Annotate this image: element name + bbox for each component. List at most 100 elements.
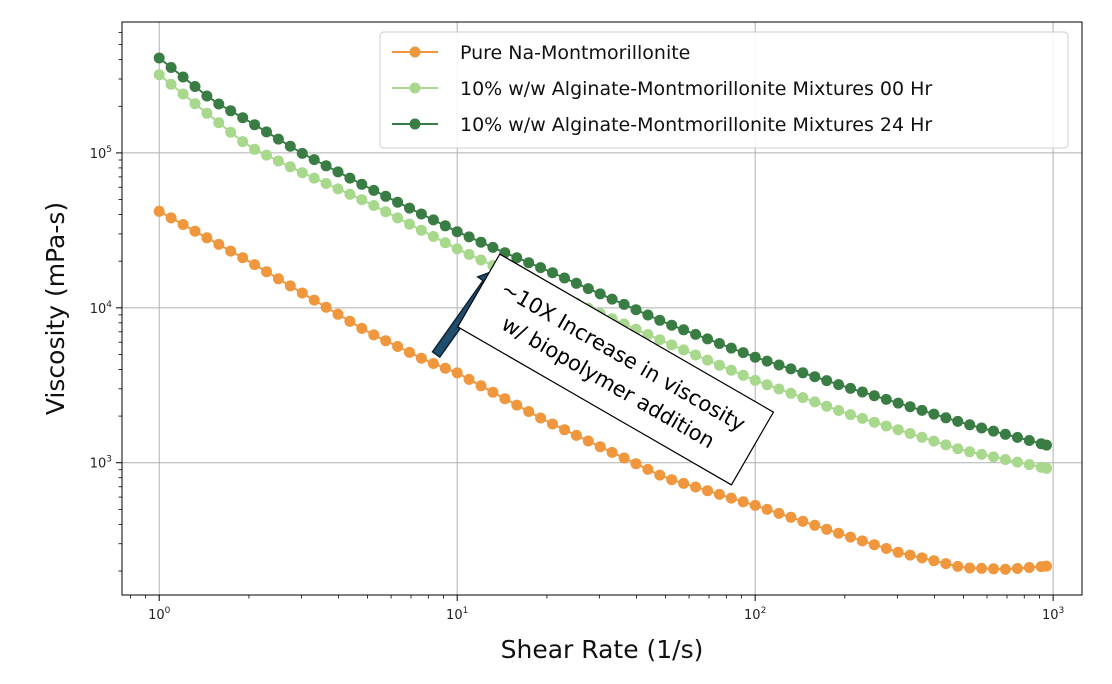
data-point <box>165 78 177 90</box>
data-point <box>761 379 773 391</box>
plot-area <box>121 21 1083 596</box>
data-point <box>487 241 499 253</box>
data-point <box>296 287 308 299</box>
data-point <box>809 396 821 408</box>
data-point <box>272 273 284 285</box>
data-point <box>868 416 880 428</box>
data-point <box>427 214 439 226</box>
data-point <box>702 354 713 366</box>
data-point <box>237 136 249 148</box>
data-point <box>177 219 189 230</box>
data-point <box>690 481 702 493</box>
data-point <box>773 383 785 395</box>
data-point <box>332 183 344 195</box>
legend-item: 10% w/w Alginate-Montmorillonite Mixture… <box>392 114 932 136</box>
data-point <box>344 315 356 327</box>
data-point <box>201 232 213 244</box>
data-point <box>856 412 868 424</box>
data-point <box>725 342 737 354</box>
data-point <box>713 359 725 371</box>
data-point <box>666 319 678 331</box>
data-point <box>797 392 809 404</box>
data-point <box>761 355 773 367</box>
data-point <box>833 379 845 391</box>
data-point <box>678 324 690 336</box>
data-point <box>880 543 892 554</box>
data-point <box>916 404 928 416</box>
data-point <box>392 341 404 352</box>
minor-ticks <box>118 31 1040 599</box>
data-point <box>761 503 773 515</box>
legend-label: Pure Na-Montmorillonite <box>460 42 690 64</box>
data-point <box>201 90 213 102</box>
data-point <box>690 328 702 340</box>
data-point <box>702 485 713 497</box>
data-point <box>213 98 225 110</box>
legend-box <box>379 31 1069 149</box>
data-point <box>559 272 570 284</box>
data-point <box>725 364 737 376</box>
data-point <box>654 469 666 481</box>
data-point <box>821 375 833 387</box>
data-point <box>833 527 845 539</box>
data-point <box>606 446 618 458</box>
data-point <box>427 358 439 369</box>
data-point <box>940 412 952 424</box>
data-point <box>296 147 308 159</box>
data-point <box>153 52 165 64</box>
data-point <box>988 451 999 463</box>
data-point <box>809 371 821 383</box>
data-point <box>928 408 940 420</box>
legend-item: Pure Na-Montmorillonite <box>392 42 690 64</box>
series-1 <box>153 205 1052 575</box>
data-point <box>201 107 213 119</box>
data-point <box>427 231 439 242</box>
data-point <box>654 314 666 326</box>
data-point <box>1023 562 1035 573</box>
data-point <box>821 400 833 412</box>
data-point <box>654 334 666 346</box>
y-tick-label: 103 <box>90 455 112 472</box>
data-point <box>797 515 809 527</box>
data-point <box>749 374 761 386</box>
data-point <box>356 178 368 190</box>
data-point <box>976 422 988 434</box>
y-tick-label: 105 <box>90 145 112 162</box>
data-point <box>189 98 201 110</box>
data-point <box>582 435 594 447</box>
data-point <box>690 349 702 361</box>
data-point <box>523 406 535 417</box>
y-tick-labels: 103 104 105 <box>90 145 113 472</box>
y-axis-label: Viscosity (mPa-s) <box>41 202 70 415</box>
data-point <box>773 359 785 371</box>
data-point <box>582 283 594 295</box>
data-point <box>868 390 880 402</box>
data-point <box>749 351 761 363</box>
series-line <box>158 57 1047 447</box>
data-point <box>570 429 582 441</box>
data-point <box>332 308 344 320</box>
data-point <box>320 178 332 189</box>
data-point <box>1041 439 1052 451</box>
data-point <box>356 194 368 206</box>
data-point <box>630 458 642 470</box>
data-point <box>511 399 523 411</box>
data-point <box>630 304 642 316</box>
data-point <box>284 140 296 152</box>
data-point <box>213 117 225 129</box>
data-point <box>165 62 177 73</box>
data-point <box>404 202 415 214</box>
data-point <box>463 373 475 385</box>
x-tick-labels: 100 101 102 103 <box>148 606 1064 623</box>
data-point <box>928 435 940 447</box>
data-point <box>487 386 499 398</box>
data-point <box>737 496 749 508</box>
data-point <box>189 81 201 92</box>
data-point <box>594 441 606 453</box>
data-point <box>952 415 964 427</box>
data-point <box>1041 560 1052 572</box>
data-point <box>523 257 535 269</box>
x-tick-label: 100 <box>148 606 171 623</box>
data-point <box>904 401 916 413</box>
